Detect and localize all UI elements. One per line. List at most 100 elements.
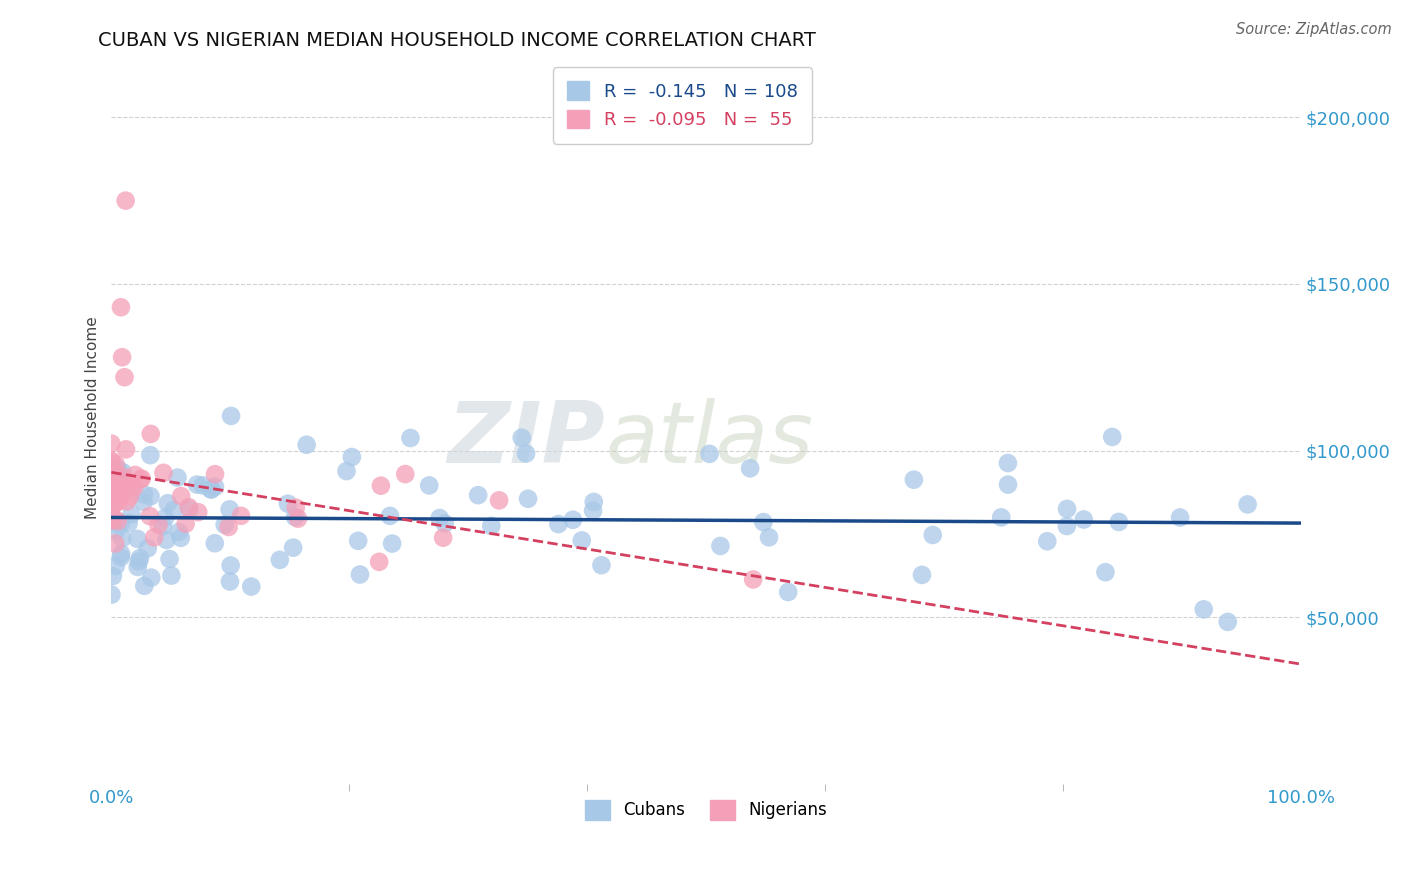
Point — [229, 508, 252, 523]
Point — [101, 498, 124, 512]
Point — [110, 550, 132, 565]
Point — [170, 531, 193, 545]
Point — [152, 466, 174, 480]
Point — [167, 524, 190, 539]
Point — [148, 517, 170, 532]
Point — [283, 541, 305, 555]
Point — [997, 456, 1019, 470]
Point — [488, 493, 510, 508]
Point — [101, 516, 124, 531]
Point — [141, 571, 163, 585]
Point — [107, 462, 129, 476]
Point — [174, 516, 197, 531]
Point — [107, 483, 129, 498]
Point — [100, 497, 122, 511]
Point — [100, 500, 122, 515]
Point — [110, 516, 132, 531]
Point — [903, 473, 925, 487]
Point — [100, 500, 122, 514]
Point — [284, 500, 307, 515]
Point — [219, 409, 242, 423]
Point — [204, 480, 226, 494]
Point — [107, 514, 129, 528]
Point — [100, 512, 122, 526]
Point — [111, 532, 134, 546]
Point — [143, 530, 166, 544]
Point — [990, 510, 1012, 524]
Point — [433, 516, 456, 531]
Point — [152, 519, 174, 533]
Point — [218, 502, 240, 516]
Point — [104, 478, 127, 492]
Point — [277, 497, 299, 511]
Point — [1192, 602, 1215, 616]
Point — [758, 530, 780, 544]
Point — [340, 450, 363, 464]
Point — [479, 519, 502, 533]
Point — [547, 517, 569, 532]
Point — [117, 516, 139, 530]
Text: CUBAN VS NIGERIAN MEDIAN HOUSEHOLD INCOME CORRELATION CHART: CUBAN VS NIGERIAN MEDIAN HOUSEHOLD INCOM… — [98, 31, 817, 50]
Point — [432, 531, 454, 545]
Point — [284, 510, 307, 524]
Point — [128, 555, 150, 569]
Point — [186, 477, 208, 491]
Point — [131, 472, 153, 486]
Point — [517, 491, 540, 506]
Point — [153, 511, 176, 525]
Point — [111, 465, 134, 479]
Point — [104, 457, 127, 471]
Point — [582, 503, 605, 517]
Point — [129, 472, 152, 486]
Point — [115, 483, 138, 497]
Point — [100, 588, 122, 602]
Point — [129, 551, 152, 566]
Point — [1101, 430, 1123, 444]
Point — [101, 495, 124, 509]
Point — [378, 508, 401, 523]
Point — [368, 555, 391, 569]
Point — [136, 541, 159, 556]
Point — [911, 568, 934, 582]
Point — [115, 481, 138, 495]
Point — [115, 494, 138, 508]
Point — [1036, 534, 1059, 549]
Point — [100, 513, 122, 527]
Point — [778, 585, 800, 599]
Point — [204, 536, 226, 550]
Point — [1216, 615, 1239, 629]
Point — [105, 524, 128, 538]
Point — [101, 500, 124, 514]
Point — [699, 447, 721, 461]
Point — [561, 513, 583, 527]
Point — [997, 477, 1019, 491]
Point — [139, 489, 162, 503]
Point — [111, 350, 134, 364]
Point — [122, 481, 145, 495]
Point — [127, 532, 149, 546]
Point — [101, 467, 124, 482]
Point — [132, 487, 155, 501]
Text: atlas: atlas — [605, 398, 813, 481]
Point — [103, 498, 125, 512]
Point — [155, 533, 177, 547]
Point — [139, 509, 162, 524]
Point — [112, 470, 135, 484]
Point — [179, 502, 201, 516]
Point — [742, 573, 765, 587]
Point — [110, 547, 132, 561]
Point — [104, 536, 127, 550]
Point — [582, 495, 605, 509]
Point — [105, 467, 128, 481]
Point — [219, 558, 242, 573]
Point — [103, 512, 125, 526]
Point — [100, 436, 122, 450]
Point — [134, 579, 156, 593]
Point — [218, 520, 240, 534]
Point — [418, 478, 440, 492]
Point — [101, 484, 124, 499]
Y-axis label: Median Household Income: Median Household Income — [86, 316, 100, 518]
Point — [515, 446, 537, 460]
Point — [1168, 510, 1191, 524]
Point — [1108, 515, 1130, 529]
